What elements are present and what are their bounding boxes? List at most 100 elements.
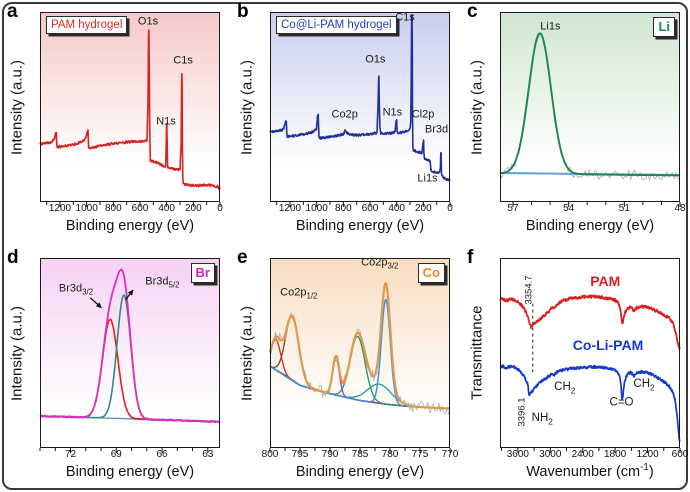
y-axis-label: Intensity (a.u.) (468, 59, 486, 155)
series-envelope (268, 282, 451, 410)
element-badge: Br (190, 263, 215, 284)
series-satellite-2 (269, 335, 451, 410)
x-tick-label: 200 (414, 203, 432, 214)
element-badge: Co (417, 263, 445, 284)
x-axis-label: Wavenumber (cm-1) (526, 462, 654, 480)
x-axis-label: Binding energy (eV) (295, 463, 425, 480)
x-tick-label: 54 (563, 203, 575, 214)
peak-label: Co2p1/2 (280, 286, 318, 301)
peak-label: Cl2p (411, 108, 435, 121)
x-tick-label: 200 (184, 203, 202, 214)
x-tick-labels: 1200 1000 800 600 400 200 0 (40, 203, 223, 216)
x-tick-label: 1800 (604, 449, 627, 460)
series-fit (499, 32, 681, 177)
x-tick-label: 800 (334, 203, 352, 214)
y-axis-label: Intensity (a.u.) (8, 305, 26, 401)
x-tick-label: 1200 (278, 203, 302, 214)
x-tick-label: 795 (291, 449, 309, 460)
x-tick-label: 0 (447, 203, 453, 214)
peak-label: N1s (156, 115, 176, 128)
spectrum-panel-e: e Intensity (a.u.) Co2p1/2 Co2p3/2 Co 800 7… (230, 246, 460, 492)
x-tick-label: 770 (441, 449, 459, 460)
peak-label: 3396.1 (515, 397, 527, 427)
panel-letter: a (7, 1, 18, 22)
series-broad (269, 365, 451, 410)
x-tick-label: 600 (131, 203, 149, 214)
x-tick-label: 48 (674, 203, 686, 214)
series-co-li-pam (499, 364, 681, 443)
x-tick-labels: 72 69 66 63 (40, 449, 220, 462)
plot-area: C1s O1s Co2p N1s Cl2p Br3d Li1s Co@Li-PAM hydro… (269, 12, 451, 207)
x-tick-label: 63 (202, 449, 214, 460)
plot-frame (270, 258, 450, 448)
series-br3d5-2 (39, 294, 221, 423)
peak-label: Li1s (417, 172, 438, 185)
peak-label: NH2 (531, 411, 553, 427)
peak-label: Br3d (424, 123, 449, 136)
peak-label: Br3d3/2 (58, 282, 94, 297)
x-tick-label: 57 (507, 203, 519, 214)
peak-label: Co2p (331, 108, 358, 121)
series-edge-peak (269, 338, 451, 410)
x-tick-labels: 800 795 790 785 780 775 770 (262, 449, 459, 462)
plot-area: Li1s Li (499, 12, 681, 207)
x-tick-label: 790 (321, 449, 339, 460)
panel-letter: e (237, 247, 248, 268)
plot-area: Co2p1/2 Co2p3/2 Co (268, 256, 451, 453)
y-axis-label: Intensity (a.u.) (238, 59, 256, 155)
x-tick-label: 0 (217, 203, 223, 214)
series-raw (269, 285, 451, 415)
series-survey (269, 14, 451, 182)
x-tick-label: 600 (361, 203, 379, 214)
x-tick-label: 1000 (75, 203, 98, 214)
y-axis-label: Transmittance (468, 305, 486, 401)
x-tick-label: 1200 (636, 449, 659, 460)
peak-label: 3354.7 (523, 275, 535, 305)
peak-label: C1s (173, 54, 193, 67)
x-tick-label: 3600 (506, 449, 529, 460)
x-tick-label: 800 (104, 203, 122, 214)
x-axis-label: Binding energy (eV) (525, 217, 655, 234)
plot-frame (500, 12, 680, 202)
x-tick-label: 800 (261, 449, 279, 460)
x-tick-label: 780 (381, 449, 399, 460)
x-axis-label: Binding energy (eV) (295, 217, 425, 234)
x-tick-label: 400 (158, 203, 175, 214)
panel-letter: d (7, 247, 19, 268)
x-tick-labels: 57 54 51 48 (500, 203, 685, 216)
peak-label: Co2p3/2 (361, 256, 399, 271)
series-pam (499, 294, 681, 351)
x-tick-label: 72 (64, 449, 77, 460)
plot-frame (270, 12, 450, 202)
spectrum-panel-d: d Intensity (a.u.) Br3d3/2 Br3d5/2 Br 72 69… (0, 246, 230, 492)
peak-label: Co-Li-PAM (572, 337, 644, 354)
peak-label: Br3d5/2 (145, 275, 180, 290)
x-tick-label: 2400 (571, 449, 594, 460)
peak-label: CH2 (633, 378, 655, 393)
peak-label: C=O (609, 396, 634, 409)
peak-label: Li1s (540, 20, 561, 33)
peak-label: N1s (382, 106, 403, 119)
x-tick-label: 51 (618, 203, 630, 214)
spectrum-panel-b: b Intensity (a.u.) C1s O1s Co2p N1s Cl2p Br3d… (230, 0, 460, 246)
series-background (269, 365, 451, 410)
plot-frame (40, 12, 220, 202)
x-axis-label: Binding energy (eV) (65, 463, 195, 480)
panel-letter: c (467, 1, 478, 22)
legend-box: Co@Li-PAM hydrogel (276, 16, 397, 35)
x-axis-label: Binding energy (eV) (65, 217, 195, 234)
spectrum-plot (499, 258, 681, 453)
series-envelope (39, 268, 221, 424)
spectrum-plot (39, 258, 221, 453)
peak-label: CH2 (554, 381, 576, 396)
x-tick-label: 69 (110, 449, 122, 460)
x-tick-label: 1200 (48, 203, 72, 214)
spectrum-panel-f: f Transmittance PAM Co-Li-PAM 3354.7 3396.1… (460, 246, 690, 492)
x-tick-label: 1000 (305, 203, 328, 214)
x-tick-label: 785 (351, 449, 369, 460)
y-axis-label: Intensity (a.u.) (8, 59, 26, 155)
spectrum-panel-a: a Intensity (a.u.) O1s C1s N1s PAM hydrogel… (0, 0, 230, 246)
plot-area: O1s C1s N1s PAM hydrogel (39, 12, 221, 207)
